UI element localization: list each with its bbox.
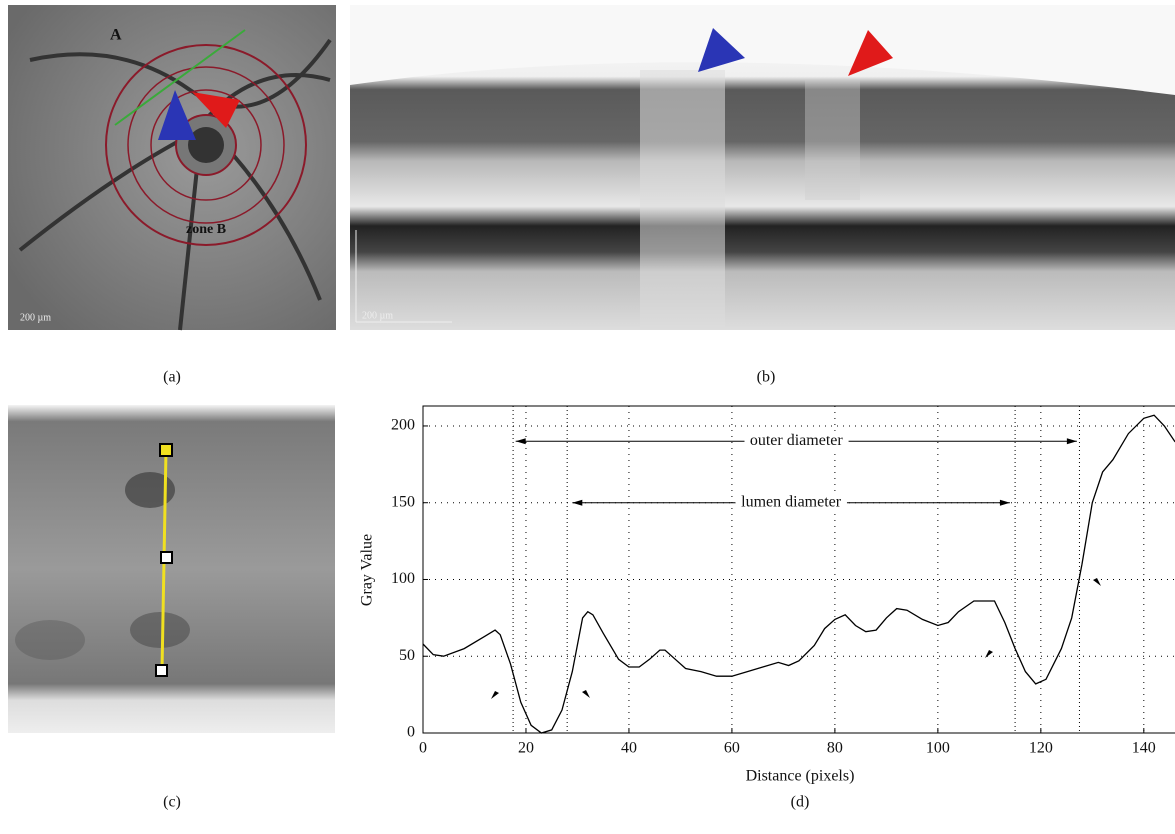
x-tick-label: 0 (419, 740, 427, 757)
x-tick-label: 120 (1029, 740, 1053, 757)
arrow-head (572, 499, 583, 506)
panel-label: (c) (163, 794, 181, 811)
x-tick-label: 40 (621, 740, 637, 757)
panel-label: (b) (757, 369, 776, 386)
crop-image (8, 405, 335, 733)
plot-frame (422, 405, 1175, 734)
pointer (582, 690, 590, 698)
arrow-head (999, 499, 1010, 506)
x-tick-label: 20 (518, 740, 534, 757)
pointer (1093, 578, 1101, 586)
annotation: outer diameter (750, 432, 844, 449)
fundus-image (8, 5, 336, 331)
y-axis-label: Gray Value (359, 534, 376, 606)
scale-bar-label: 200 µm (20, 312, 51, 323)
panel-label: (d) (791, 794, 810, 811)
x-tick-label: 60 (724, 740, 740, 757)
y-tick-label: 100 (391, 570, 415, 587)
y-tick-label: 0 (407, 724, 415, 741)
arrow-head (515, 438, 526, 445)
data-line (422, 414, 1175, 734)
arrow-head (1066, 438, 1077, 445)
pointer (985, 650, 993, 658)
x-tick-label: 80 (827, 740, 843, 757)
x-tick-label: 140 (1132, 740, 1156, 757)
scale-bar-label: 200 µm (362, 310, 393, 321)
y-tick-label: 150 (391, 493, 415, 510)
oct-image (350, 5, 1175, 330)
image-label: zone B (186, 222, 226, 237)
y-tick-label: 200 (391, 417, 415, 434)
panel-label: (a) (163, 369, 181, 386)
image-label: A (110, 27, 122, 44)
annotation: lumen diameter (741, 493, 842, 510)
y-tick-label: 50 (399, 647, 415, 664)
x-axis-label: Distance (pixels) (746, 768, 855, 785)
pointer (491, 691, 499, 699)
x-tick-label: 100 (926, 740, 950, 757)
